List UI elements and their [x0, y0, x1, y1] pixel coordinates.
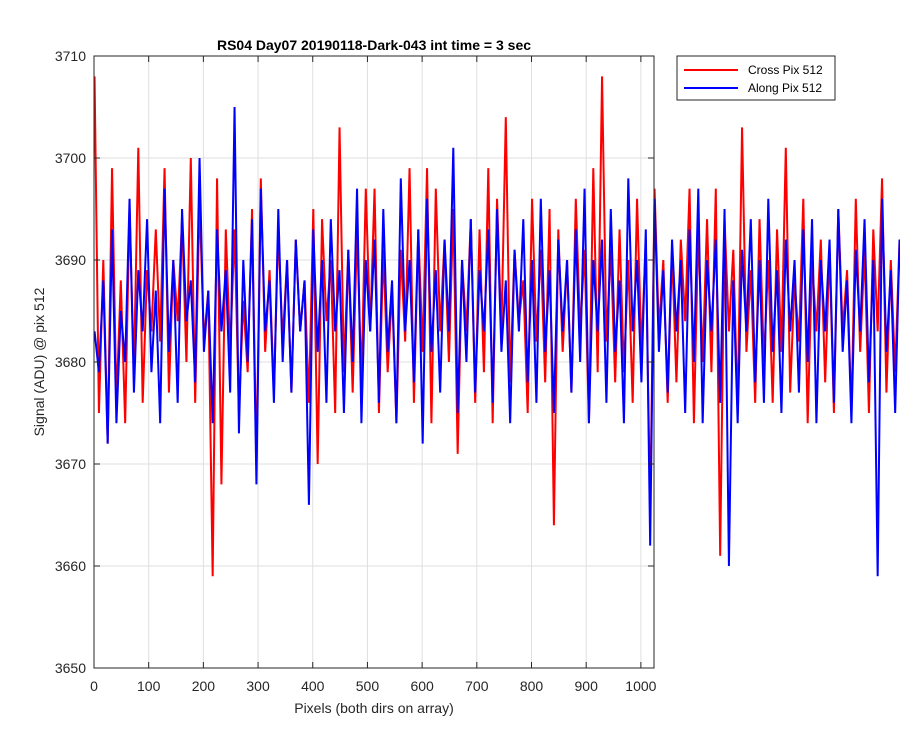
legend-label-cross: Cross Pix 512 [748, 63, 823, 77]
x-tick-label: 400 [301, 678, 325, 694]
y-tick-label: 3660 [55, 558, 86, 574]
x-tick-label: 200 [192, 678, 216, 694]
y-tick-label: 3710 [55, 48, 86, 64]
x-tick-label: 1000 [625, 678, 656, 694]
legend: Cross Pix 512 Along Pix 512 [676, 55, 836, 101]
legend-box [676, 55, 836, 101]
series-layer [93, 76, 900, 577]
x-tick-label: 900 [575, 678, 599, 694]
y-tick-labels: 3650 3660 3670 3680 3690 3700 3710 [55, 48, 86, 676]
x-tick-label: 500 [356, 678, 380, 694]
y-tick-label: 3700 [55, 150, 86, 166]
legend-label-along: Along Pix 512 [748, 81, 822, 95]
y-axis-label: Signal (ADU) @ pix 512 [31, 287, 47, 436]
x-tick-label: 600 [410, 678, 434, 694]
x-tick-label: 0 [90, 678, 98, 694]
x-tick-label: 300 [246, 678, 270, 694]
x-tick-labels: 0 100 200 300 400 500 600 700 800 900 1000 [90, 678, 657, 694]
y-tick-label: 3690 [55, 252, 86, 268]
ticks [93, 55, 654, 669]
x-tick-label: 700 [465, 678, 489, 694]
x-tick-label: 100 [137, 678, 161, 694]
x-tick-label: 800 [520, 678, 544, 694]
y-tick-label: 3650 [55, 660, 86, 676]
x-axis-label: Pixels (both dirs on array) [294, 700, 454, 716]
series-line-along-pix-512 [93, 106, 900, 577]
y-tick-label: 3680 [55, 354, 86, 370]
chart-title: RS04 Day07 20190118-Dark-043 int time = … [217, 37, 531, 53]
y-tick-label: 3670 [55, 456, 86, 472]
